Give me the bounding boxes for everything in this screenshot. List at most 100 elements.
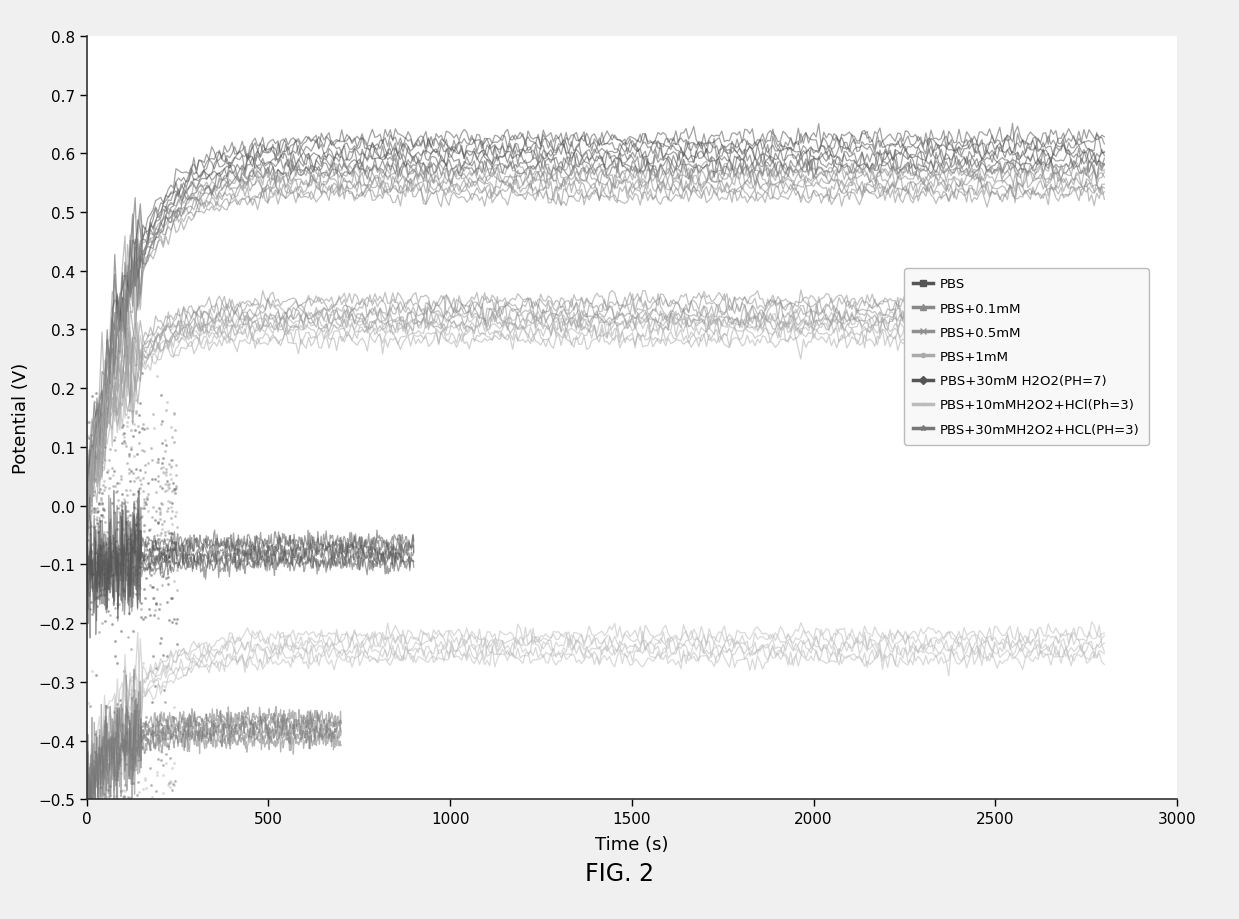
Point (146, 596, 166, 611)
Point (165, 849, 185, 864)
Point (116, 756, 136, 771)
Point (103, 461, 123, 476)
Point (155, 728, 175, 743)
Point (119, 449, 139, 464)
Point (157, 650, 177, 664)
Point (103, 596, 123, 610)
Point (151, 417, 171, 432)
Point (97, 720, 116, 734)
Point (85, 916, 105, 919)
Point (130, 397, 150, 412)
Point (141, 441, 161, 456)
Point (89, 625, 109, 640)
Point (88, 866, 108, 880)
Point (135, 591, 155, 606)
Point (99, 471, 119, 485)
Point (116, 726, 136, 741)
Point (90, 765, 110, 779)
Point (138, 530, 157, 545)
Point (130, 541, 150, 556)
Point (155, 823, 175, 837)
Point (82, 498, 102, 513)
Point (109, 476, 129, 491)
Point (150, 528, 170, 543)
Point (126, 523, 146, 538)
Point (83, 485, 103, 500)
Point (120, 483, 140, 498)
Point (124, 417, 144, 432)
Point (152, 569, 172, 584)
Point (113, 790, 133, 805)
Point (105, 715, 125, 730)
Point (102, 744, 121, 759)
Point (93, 502, 113, 516)
Point (102, 496, 121, 511)
Point (150, 793, 170, 808)
Point (120, 826, 140, 841)
Point (110, 553, 130, 568)
Point (82, 823, 102, 837)
Point (119, 716, 139, 731)
Point (108, 849, 128, 864)
Point (110, 693, 130, 708)
Point (125, 526, 145, 540)
Point (157, 477, 177, 492)
Point (118, 495, 138, 510)
Point (166, 482, 186, 496)
Point (149, 455, 169, 470)
Point (164, 476, 183, 491)
Point (104, 505, 124, 520)
Point (107, 573, 126, 588)
Point (92, 455, 112, 470)
Point (144, 649, 164, 664)
Point (119, 577, 139, 592)
Point (136, 709, 156, 724)
Point (130, 554, 150, 569)
Point (100, 533, 120, 548)
Point (124, 545, 144, 560)
Point (85, 474, 105, 489)
Point (102, 820, 121, 834)
Point (131, 596, 151, 610)
Point (154, 451, 173, 466)
Point (146, 536, 166, 550)
Point (99, 575, 119, 590)
Point (139, 602, 159, 617)
Point (146, 869, 166, 884)
Point (82, 390, 102, 404)
Point (121, 690, 141, 705)
Point (114, 492, 134, 506)
Point (116, 439, 136, 454)
Point (155, 684, 175, 698)
Point (110, 802, 130, 817)
Point (89, 804, 109, 819)
Point (161, 460, 181, 474)
Point (103, 748, 123, 763)
Point (105, 391, 125, 406)
Point (162, 536, 182, 550)
Point (107, 855, 126, 869)
Point (103, 550, 123, 564)
Point (123, 541, 142, 556)
Point (95, 440, 115, 455)
Point (125, 423, 145, 437)
Point (134, 655, 154, 670)
Point (98, 572, 118, 586)
Point (133, 782, 152, 797)
Point (151, 753, 171, 767)
Point (89, 497, 109, 512)
Point (82, 664, 102, 679)
Point (138, 556, 157, 571)
Point (156, 468, 176, 482)
Point (129, 566, 149, 581)
Point (100, 754, 120, 769)
Point (94, 483, 114, 498)
Point (150, 503, 170, 517)
Point (79, 493, 99, 507)
Point (165, 539, 185, 553)
Point (94, 567, 114, 582)
Point (157, 902, 177, 917)
Point (135, 497, 155, 512)
Point (162, 591, 182, 606)
Text: FIG. 2: FIG. 2 (585, 861, 654, 885)
